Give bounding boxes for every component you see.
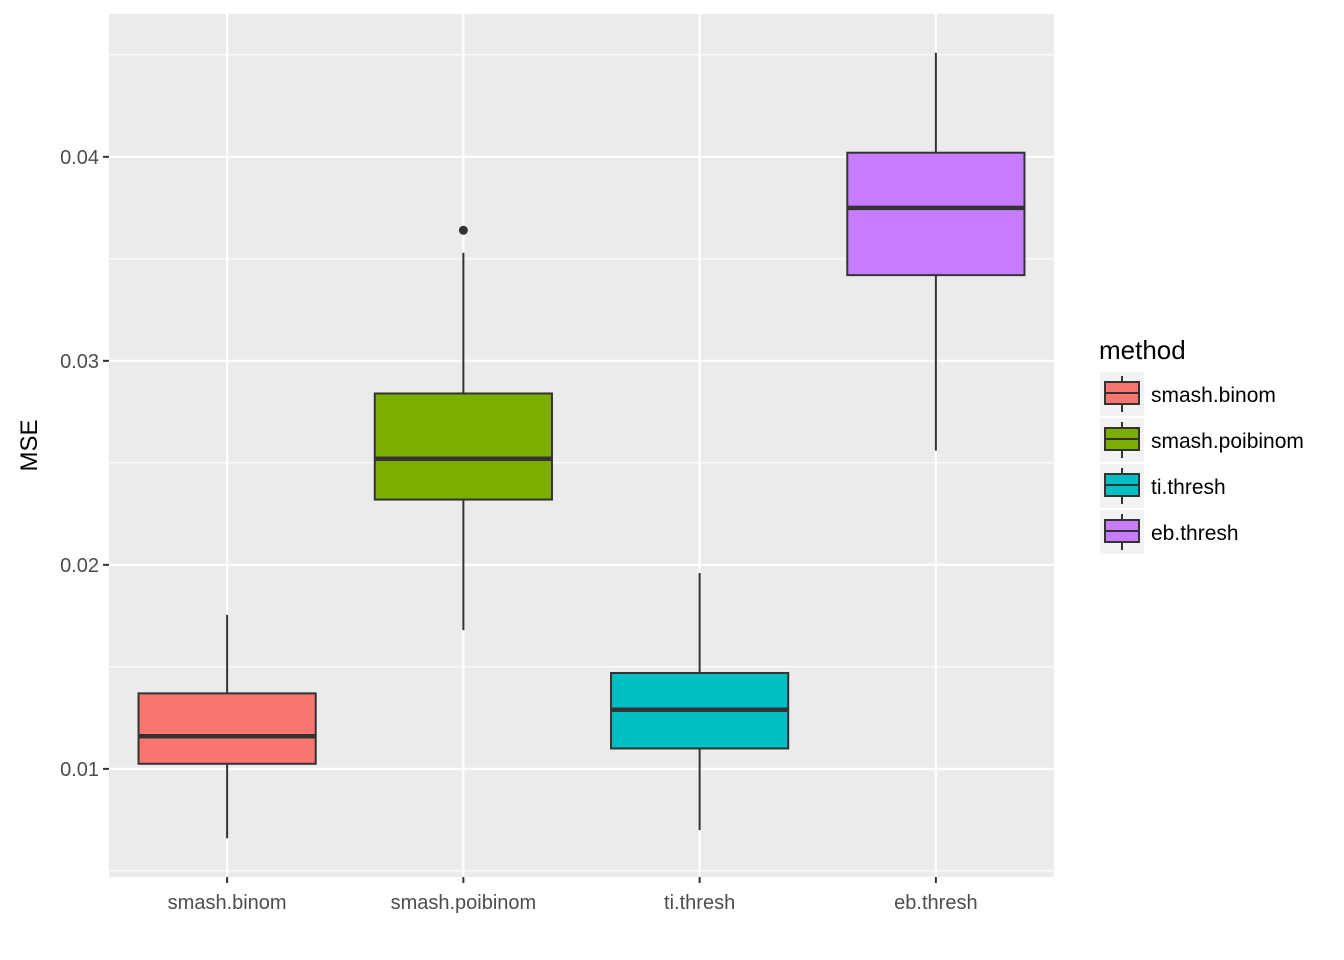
legend-label: smash.binom (1151, 384, 1276, 407)
x-tick-label: smash.poibinom (391, 892, 537, 914)
iqr-box (846, 151, 1026, 277)
outlier-point (458, 225, 468, 235)
minor-gridlines (109, 54, 1054, 872)
legend-item-ti.thresh: ti.thresh (1100, 464, 1226, 508)
legend-label: eb.thresh (1151, 522, 1239, 545)
legend-label: ti.thresh (1151, 476, 1226, 499)
legend-item-smash.binom: smash.binom (1100, 372, 1276, 416)
box-smash.poibinom (373, 225, 553, 631)
legend-title: method (1099, 335, 1186, 365)
iqr-box (373, 392, 553, 501)
y-tick-label: 0.04 (60, 147, 99, 169)
iqr-box (137, 692, 317, 765)
y-tick-label: 0.01 (60, 759, 99, 781)
y-axis: 0.01 0.02 0.03 0.04 (60, 147, 109, 781)
legend-item-smash.poibinom: smash.poibinom (1100, 418, 1304, 462)
box-smash.binom (137, 614, 317, 839)
y-tick-label: 0.03 (60, 351, 99, 373)
box-ti.thresh (610, 573, 790, 831)
box-eb.thresh (846, 52, 1026, 451)
y-axis-title: MSE (16, 419, 43, 471)
boxes (137, 52, 1026, 839)
legend-item-eb.thresh: eb.thresh (1100, 510, 1239, 554)
legend: method smash.binom smash.poibinom ti.thres… (1099, 335, 1304, 554)
x-tick-label: ti.thresh (664, 892, 735, 914)
legend-label: smash.poibinom (1151, 430, 1304, 453)
x-tick-label: smash.binom (168, 892, 287, 914)
y-tick-label: 0.02 (60, 555, 99, 577)
x-tick-label: eb.thresh (894, 892, 977, 914)
x-axis: smash.binom smash.poibinom ti.thresh eb.thr… (168, 877, 978, 914)
